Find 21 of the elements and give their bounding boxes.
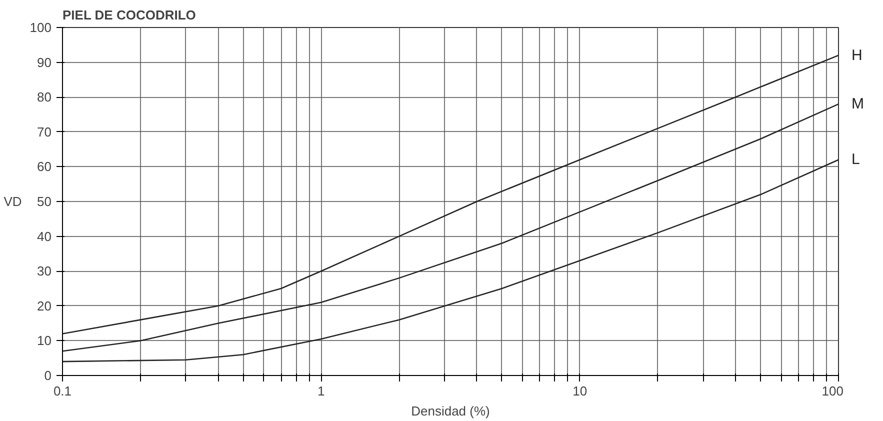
x-tick-label: 10 xyxy=(572,384,588,398)
series-label: M xyxy=(852,96,864,113)
y-tick-label: 20 xyxy=(37,298,52,314)
x-tick-label: 0.1 xyxy=(53,384,72,398)
y-tick-label: 70 xyxy=(37,124,52,140)
y-tick-label: 80 xyxy=(37,90,52,105)
chart-title: PIEL DE COCODRILO xyxy=(62,8,196,22)
y-tick-label: 0 xyxy=(44,368,52,383)
y-tick-label: 10 xyxy=(37,333,52,348)
y-tick-label: 50 xyxy=(37,194,52,209)
x-axis-title: Densidad (%) xyxy=(411,404,490,418)
y-tick-label: 40 xyxy=(37,228,52,244)
x-tick-label: 1 xyxy=(318,384,325,398)
y-tick-label: 60 xyxy=(37,159,52,174)
series-label: H xyxy=(852,46,862,64)
y-axis-title: VD xyxy=(4,194,22,209)
y-tick-label: 100 xyxy=(30,20,52,35)
series-label: L xyxy=(852,151,860,168)
y-tick-label: 90 xyxy=(37,54,52,70)
y-tick-label: 30 xyxy=(37,264,52,279)
x-tick-label: 100 xyxy=(822,384,844,398)
